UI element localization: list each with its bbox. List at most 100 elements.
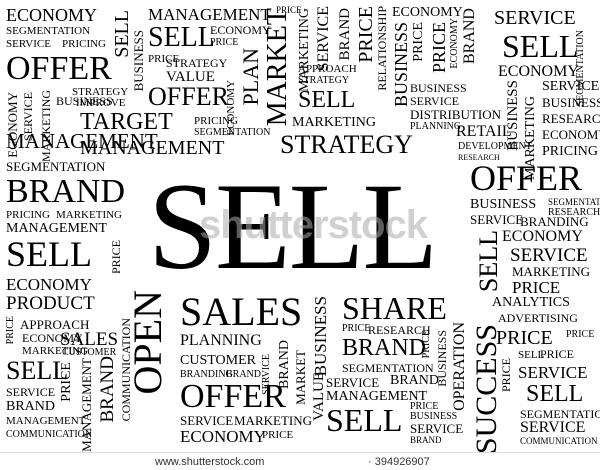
word: ANALYTICS: [492, 295, 570, 310]
word: PRICE: [496, 327, 553, 349]
word: PRICE: [566, 329, 595, 340]
word: VALUE: [311, 372, 327, 421]
word: ECONOMY: [22, 331, 83, 345]
word: SERVICE: [315, 6, 332, 72]
word: PRICE: [5, 316, 16, 345]
word: OFFER: [148, 82, 229, 111]
word: MARKETING: [22, 345, 88, 357]
word: RESEARCH: [458, 153, 500, 162]
word: COMMUNICATION: [6, 429, 93, 440]
word: SELL: [148, 22, 215, 53]
word: BUSINESS: [410, 411, 458, 422]
word: BRAND: [226, 369, 262, 380]
word: SELL: [326, 402, 403, 438]
word: MARKETING: [292, 115, 376, 130]
word: PRICE: [421, 330, 432, 359]
word: ECONOMY: [180, 427, 266, 446]
word: PLAN: [238, 48, 263, 106]
word: SERVICE: [520, 419, 586, 436]
word: SALES: [60, 329, 119, 350]
word: PRICE: [355, 6, 377, 63]
word: SELL: [6, 356, 69, 385]
word: OFFER: [6, 50, 112, 87]
word: BUSINESS: [56, 94, 113, 108]
word: PRICING: [6, 209, 51, 221]
word: SELL: [526, 381, 584, 407]
word: PRODUCT: [6, 293, 95, 314]
word: OPERATION: [451, 322, 468, 411]
word: MANAGEMENT: [6, 415, 86, 427]
word: SHARE: [342, 290, 447, 326]
word: TARGET: [80, 109, 173, 135]
word: SERVICE: [410, 421, 464, 436]
word: MARKET: [262, 8, 293, 127]
word: SELL: [298, 87, 356, 113]
word: PRICE: [109, 240, 123, 275]
word: ADVERTISING: [498, 311, 578, 325]
word: SERVICE: [410, 94, 460, 108]
word: SEGMENTATION: [520, 407, 600, 421]
word: PRICING: [194, 115, 239, 127]
word: PRICE: [148, 53, 180, 65]
word: SELL: [111, 10, 133, 58]
word: PRICE: [540, 347, 575, 361]
word: SEGMENTATION: [194, 127, 271, 138]
word: ECONOMY: [6, 5, 98, 25]
word: RETAIL: [456, 123, 512, 140]
word: DEVELOPMENT: [458, 141, 532, 152]
word: SEGMENTATION: [6, 25, 91, 37]
word: RESEARCH: [548, 207, 600, 218]
word: PRICE: [411, 22, 426, 62]
word: MARKETING: [512, 264, 590, 279]
word: OFFER: [470, 158, 583, 198]
word-cloud: SELL ECONOMY SEGMENTATION SERVICE PRICIN…: [5, 5, 600, 453]
word: ECONOMY: [392, 5, 463, 20]
word: CUSTOMER: [180, 353, 256, 368]
word: SEGMENTATION: [548, 197, 600, 207]
word: SELL: [502, 28, 579, 64]
word-sell-main: SELL: [148, 158, 438, 295]
word: RELATIONSHIP: [375, 6, 389, 91]
word: BUSINESS: [542, 95, 600, 110]
word: SELL: [518, 349, 545, 361]
word: SERVICE: [326, 375, 380, 390]
word: PRICE: [262, 429, 294, 441]
word: SERVICE: [261, 354, 272, 395]
watermark: shutterstock: [198, 203, 428, 247]
word: MARKETING: [234, 413, 312, 428]
footer-bar: www.shutterstock.com · 394926907: [0, 452, 600, 470]
word: CUSTOMER: [62, 347, 117, 358]
word: SERVICE: [470, 212, 524, 227]
word: STRATEGY: [166, 56, 228, 70]
word: STRATEGY: [280, 130, 413, 159]
word: STRATEGY: [72, 86, 129, 98]
word: PRICE: [276, 5, 302, 15]
word: PRICE: [210, 37, 239, 48]
word: MANAGEMENT: [6, 129, 158, 153]
word: RESEARCH: [368, 323, 431, 337]
footer-image-id: · 394926907: [368, 456, 430, 468]
word: OPEN: [125, 290, 170, 395]
word: PRICE: [410, 401, 439, 412]
word: PRICE: [59, 362, 74, 402]
footer-url: www.shutterstock.com: [155, 456, 265, 468]
word: BUSINESS: [311, 296, 330, 377]
word: ECONOMY: [542, 127, 600, 142]
word: BRANDING: [520, 214, 589, 229]
word: PLANNING: [180, 332, 262, 349]
word: IMPROVE: [76, 97, 126, 109]
word: BRANDING: [180, 369, 233, 380]
word: SELL: [6, 234, 92, 274]
word: SERVICE: [180, 413, 234, 428]
word: SERVICE: [518, 363, 588, 382]
word: MANAGEMENT: [148, 5, 271, 24]
word: MARKET: [293, 350, 308, 405]
word: MANAGEMENT: [79, 358, 94, 452]
word: ECONOMY: [449, 18, 460, 69]
word: ECONOMY: [498, 63, 579, 80]
word: VALUE: [166, 69, 215, 85]
word: SEGMENTATION: [6, 159, 106, 174]
word: RESEARCH: [542, 111, 600, 126]
word: SELL: [474, 230, 503, 293]
